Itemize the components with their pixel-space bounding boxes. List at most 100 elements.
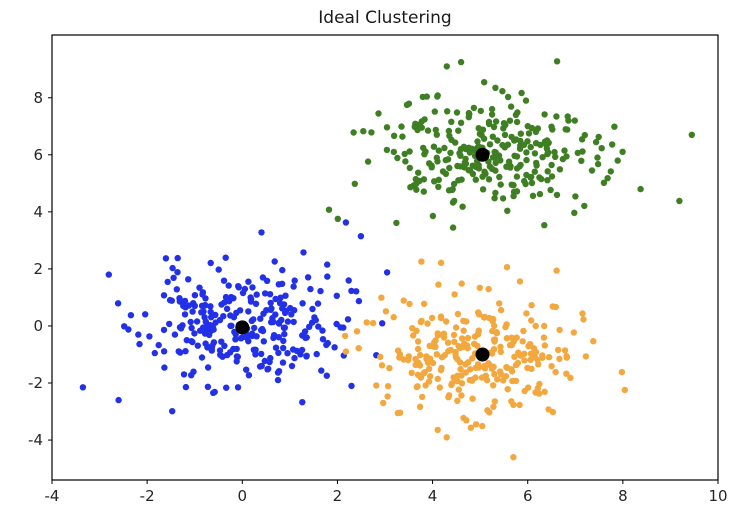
data-point [563,354,570,361]
data-point [278,316,285,324]
data-point [383,124,391,131]
data-point [348,382,355,390]
data-point [556,355,563,362]
data-point [231,328,238,336]
data-point [479,422,486,430]
data-point [378,362,386,369]
data-point [502,323,509,331]
data-point [221,342,228,350]
data-point [250,316,257,323]
data-point [525,384,532,391]
data-point [317,287,324,295]
data-point [384,393,391,400]
data-point [410,332,417,339]
data-point [439,168,447,175]
data-point [533,159,540,167]
data-point [570,329,577,336]
x-tick-label: 2 [333,487,343,505]
data-point [441,144,448,152]
data-point [267,354,274,362]
data-point [280,344,287,352]
data-point [406,164,413,172]
data-point [272,311,279,318]
data-point [489,133,496,140]
data-point [373,382,380,389]
data-point [462,160,470,167]
x-tick-label: 10 [708,487,727,505]
data-point [529,192,537,199]
data-point [488,105,496,113]
data-point [592,138,600,146]
data-point [491,370,498,378]
data-point [351,180,358,187]
data-point [448,380,456,387]
data-point [431,343,438,350]
data-point [274,376,282,384]
data-point [598,145,605,152]
data-point [299,300,306,307]
data-point [488,111,496,118]
data-point [446,132,453,140]
data-point [259,274,267,281]
data-point [176,324,184,331]
data-point [350,129,357,136]
data-point [496,300,503,307]
data-point [449,185,456,193]
data-point [443,434,450,441]
data-point [541,222,548,229]
data-point [457,119,465,127]
data-point [517,130,524,137]
data-point [319,336,327,343]
data-point [402,158,409,165]
data-point [510,338,517,345]
data-point [457,152,464,159]
data-point [239,334,246,341]
data-point [220,277,228,284]
data-point [551,148,558,156]
data-point [618,368,626,376]
data-point [449,224,457,231]
data-point [173,286,180,293]
data-point [484,407,491,414]
data-point [553,58,561,65]
data-point [434,426,441,434]
data-point [442,156,449,164]
data-point [499,88,506,95]
data-point [162,255,170,262]
data-point [497,181,504,188]
data-point [506,117,514,124]
data-point [344,316,352,323]
data-point [497,306,505,314]
data-point [579,310,586,317]
data-point [355,345,362,352]
data-point [303,352,310,359]
series-orange-cluster [341,258,628,461]
data-point [127,312,135,319]
data-point [170,274,177,281]
data-point [281,324,288,331]
data-point [676,197,683,205]
data-point [491,338,498,345]
data-point [261,357,268,365]
data-point [548,173,556,180]
data-point [169,408,176,415]
data-point [164,278,171,286]
data-point [521,357,528,364]
data-point [267,299,274,307]
data-point [531,168,538,175]
data-point [590,338,597,345]
data-point [460,327,467,334]
data-point [490,382,497,389]
data-point [510,182,517,189]
data-point [604,175,611,182]
data-point [400,297,407,304]
data-point [249,284,256,291]
data-point [234,384,242,391]
data-point [485,176,493,183]
data-point [324,261,331,268]
data-point [414,383,421,390]
data-point [496,368,504,375]
data-point [488,365,496,372]
data-point [485,118,493,126]
data-point [505,158,513,165]
